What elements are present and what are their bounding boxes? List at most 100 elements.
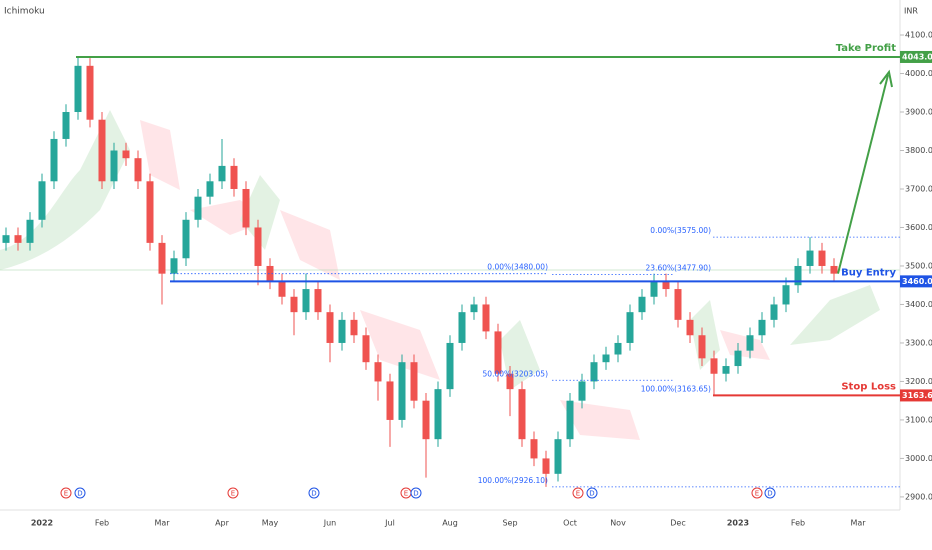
candle-body xyxy=(374,362,382,382)
y-tick-label: 3800.00 xyxy=(905,146,932,155)
candle-body xyxy=(470,304,478,313)
event-label: D xyxy=(589,490,594,498)
x-tick-label: Jul xyxy=(384,519,395,528)
price-tag xyxy=(900,389,932,402)
level-name: Buy Entry xyxy=(841,267,896,278)
candle-body xyxy=(686,319,694,336)
event-label: D xyxy=(77,490,82,498)
candle-body xyxy=(146,181,154,243)
candle-body xyxy=(722,366,730,374)
candle-body xyxy=(14,235,22,243)
candle-body xyxy=(158,242,166,274)
candle-body xyxy=(362,335,370,363)
event-badge xyxy=(586,487,598,499)
x-tick-label: 2023 xyxy=(727,519,749,528)
candle-body xyxy=(506,373,514,390)
price-tag-label: 3163.65 xyxy=(902,391,932,400)
fib-label: 0.00%(3575.00) xyxy=(650,226,711,235)
candle-body xyxy=(770,304,778,320)
price-tag xyxy=(900,50,932,63)
candle-body xyxy=(782,285,790,305)
x-tick-label: Feb xyxy=(791,519,805,528)
level-name: Stop Loss xyxy=(841,381,896,392)
candle-body xyxy=(314,289,322,313)
event-label: E xyxy=(755,490,759,498)
candle-body xyxy=(302,289,310,313)
candle-body xyxy=(74,65,82,113)
event-badge xyxy=(410,487,422,499)
candle-body xyxy=(794,265,802,286)
chart-title: Ichimoku xyxy=(4,7,45,17)
candle-body xyxy=(746,335,754,351)
candle-body xyxy=(566,400,574,440)
x-tick-label: Dec xyxy=(670,519,685,528)
candle-body xyxy=(122,150,130,159)
candle-body xyxy=(410,362,418,401)
candle-body xyxy=(578,381,586,401)
candle-body xyxy=(62,112,70,139)
x-tick-label: Sep xyxy=(502,519,517,528)
candle-body xyxy=(50,138,58,182)
candle-body xyxy=(446,342,454,390)
fib-label: 100.00%(3163.65) xyxy=(641,384,711,393)
candle-body xyxy=(326,312,334,343)
event-badge xyxy=(60,487,72,499)
candle-body xyxy=(266,265,274,282)
candle-body xyxy=(626,312,634,343)
candle-body xyxy=(2,235,10,243)
candle-body xyxy=(422,400,430,440)
candle-body xyxy=(662,281,670,290)
fib-label: 100.00%(2926.10) xyxy=(478,476,548,485)
candle-body xyxy=(542,458,550,474)
y-tick-label: 3500.00 xyxy=(905,261,932,270)
x-tick-label: Apr xyxy=(215,519,230,528)
y-tick-label: 2900.00 xyxy=(905,492,932,501)
x-tick-label: May xyxy=(262,519,279,528)
candle-body xyxy=(602,354,610,363)
candle-body xyxy=(110,150,118,182)
y-tick-label: 3700.00 xyxy=(905,184,932,193)
x-tick-label: Aug xyxy=(442,519,458,528)
y-tick-label: 4100.00 xyxy=(905,31,932,40)
y-tick-label: 3900.00 xyxy=(905,108,932,117)
y-tick-label: 4000.00 xyxy=(905,69,932,78)
candle-body xyxy=(230,165,238,189)
candle-body xyxy=(134,158,142,182)
candle-body xyxy=(674,289,682,320)
event-badge xyxy=(74,487,86,499)
event-label: D xyxy=(311,490,316,498)
candle-body xyxy=(38,181,46,220)
event-badge xyxy=(308,487,320,499)
y-tick-label: 3100.00 xyxy=(905,415,932,424)
candle-body xyxy=(278,281,286,297)
candle-body xyxy=(698,335,706,359)
event-label: E xyxy=(64,490,68,498)
candle-body xyxy=(350,319,358,336)
y-tick-label: 3400.00 xyxy=(905,300,932,309)
candle-body xyxy=(290,296,298,313)
price-tag-label: 4043.00 xyxy=(902,52,932,61)
event-label: D xyxy=(413,490,418,498)
x-tick-label: Oct xyxy=(563,519,577,528)
candle-body xyxy=(26,219,34,243)
candle-body xyxy=(182,219,190,259)
candle-body xyxy=(554,439,562,474)
candle-body xyxy=(650,281,658,297)
event-badge xyxy=(751,487,763,499)
candle-body xyxy=(482,304,490,332)
candle-body xyxy=(218,165,226,182)
candle-body xyxy=(398,362,406,420)
candle-body xyxy=(386,381,394,420)
candle-body xyxy=(98,119,106,182)
x-tick-label: Mar xyxy=(154,519,170,528)
candle-body xyxy=(638,296,646,313)
candle-body xyxy=(710,358,718,374)
candle-body xyxy=(434,389,442,440)
y-tick-label: 3300.00 xyxy=(905,338,932,347)
candle-body xyxy=(818,250,826,266)
candle-body xyxy=(518,389,526,440)
candle-body xyxy=(494,331,502,374)
candle-body xyxy=(170,258,178,274)
candle-body xyxy=(806,250,814,266)
candle-body xyxy=(758,319,766,336)
